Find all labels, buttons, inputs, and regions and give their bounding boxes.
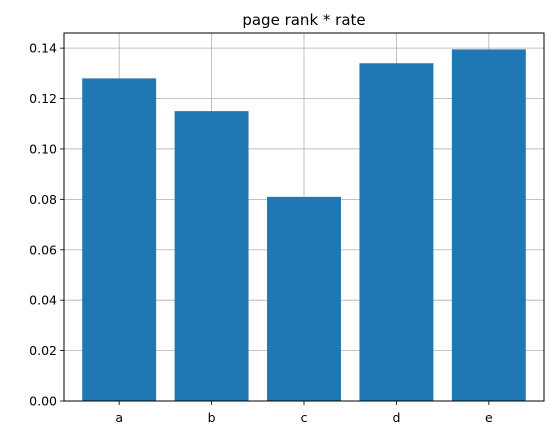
y-tick-label: 0.00 <box>29 394 57 409</box>
y-tick-label: 0.14 <box>29 41 57 56</box>
chart-title: page rank * rate <box>242 11 365 29</box>
y-tick-label: 0.06 <box>29 242 57 257</box>
x-tick-label: c <box>301 410 308 425</box>
x-tick-label: b <box>208 410 216 425</box>
bar-b <box>174 111 249 401</box>
y-axis: 0.00 0.02 0.04 0.06 0.08 0.10 0.12 0.14 <box>29 41 64 409</box>
y-tick-label: 0.04 <box>29 293 57 308</box>
bar-c <box>267 196 341 401</box>
bar-d <box>359 63 434 401</box>
y-tick-label: 0.10 <box>29 141 57 156</box>
y-tick-label: 0.02 <box>29 343 57 358</box>
x-tick-label: d <box>392 410 400 425</box>
bars <box>82 49 526 402</box>
x-axis: a b c d e <box>115 401 493 425</box>
x-tick-label: e <box>485 410 493 425</box>
bar-e <box>451 49 526 402</box>
x-tick-label: a <box>115 410 123 425</box>
bar-a <box>82 78 157 401</box>
y-tick-label: 0.12 <box>29 91 57 106</box>
y-tick-label: 0.08 <box>29 192 57 207</box>
